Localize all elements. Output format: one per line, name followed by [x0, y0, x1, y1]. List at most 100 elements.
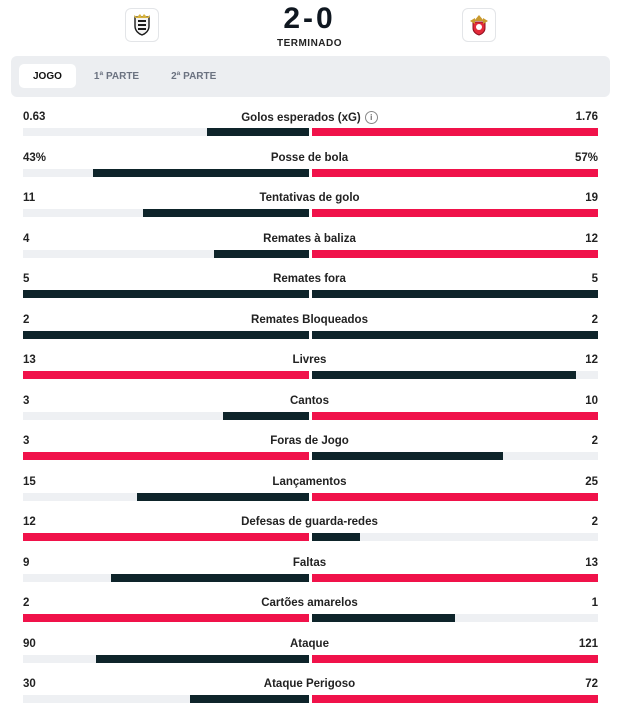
stat-label: Remates Bloqueados	[0, 314, 619, 326]
home-bar-track	[23, 695, 309, 703]
home-bar-track	[23, 371, 309, 379]
home-bar-track	[23, 330, 309, 339]
away-stat-bar	[312, 492, 598, 501]
stat-away-value: 2	[591, 435, 598, 447]
stat-label: Remates à baliza	[0, 233, 619, 245]
home-stat-bar	[23, 614, 309, 622]
stat-label-text: Posse de bola	[270, 151, 349, 164]
stat-label-text: Cartões amarelos	[261, 597, 358, 609]
away-bar-track	[312, 695, 598, 703]
away-stat-bar	[312, 695, 598, 703]
stat-home-value: 9	[23, 556, 30, 569]
away-stat-bar	[312, 330, 598, 339]
stat-row: 3 Cantos 10	[0, 394, 619, 435]
stat-away-value: 2	[591, 313, 598, 326]
home-team-crest[interactable]	[125, 8, 159, 42]
away-team-crest[interactable]	[462, 8, 496, 42]
tab-1a-parte[interactable]: 1ª PARTE	[93, 70, 140, 82]
stat-away-value: 72	[585, 678, 598, 690]
stat-label: Defesas de guarda-redes	[0, 516, 619, 528]
home-bar-track	[23, 533, 309, 541]
stat-label-text: Defesas de guarda-redes	[241, 516, 378, 528]
home-bar-track	[23, 492, 309, 501]
stat-label: Livres	[0, 354, 619, 366]
home-stat-bar	[111, 573, 309, 582]
stat-home-value: 30	[23, 678, 36, 690]
away-bar-track	[312, 533, 598, 541]
stat-label-text: Faltas	[292, 556, 327, 569]
stat-label: Remates fora	[0, 273, 619, 285]
away-bar-track	[312, 452, 598, 460]
stat-label-text: Golos esperados (xG)	[241, 111, 361, 124]
home-stat-bar	[213, 249, 309, 258]
away-stat-bar	[312, 249, 598, 258]
stat-label: Cantos	[0, 395, 619, 407]
stat-label: Posse de bola	[0, 152, 619, 164]
stat-home-value: 2	[23, 597, 30, 609]
stat-row: 3 Foras de Jogo 2	[0, 434, 619, 475]
stat-away-value: 12	[585, 232, 598, 245]
stat-label: Ataque	[0, 638, 619, 650]
away-stat-bar	[312, 128, 598, 136]
tab-2a-parte[interactable]: 2ª PARTE	[171, 70, 217, 82]
stat-row: 12 Defesas de guarda-redes 2	[0, 515, 619, 556]
away-bar-track	[312, 209, 598, 217]
period-tabs: JOGO 1ª PARTE 2ª PARTE	[11, 56, 610, 97]
away-bar-track	[312, 290, 598, 298]
match-header: 2-0 TERMINADO	[0, 0, 619, 54]
stat-label-text: Remates fora	[273, 273, 346, 285]
away-stat-bar	[312, 168, 598, 177]
benfica-crest-icon	[470, 15, 488, 36]
home-bar-track	[23, 168, 309, 177]
home-bar-track	[23, 452, 309, 460]
info-icon[interactable]: i	[364, 111, 378, 124]
away-bar-track	[312, 249, 598, 258]
home-stat-bar	[23, 452, 309, 460]
away-stat-bar	[312, 614, 455, 622]
stat-label: Golos esperados (xG) i	[0, 111, 619, 124]
stat-home-value: 13	[23, 354, 36, 366]
stat-label-text: Ataque Perigoso	[263, 678, 356, 690]
tab-jogo[interactable]: JOGO	[19, 64, 76, 88]
stat-home-value: 5	[23, 273, 30, 285]
stat-row: 90 Ataque 121	[0, 637, 619, 678]
stat-away-value: 2	[591, 516, 598, 528]
stat-away-value: 5	[591, 273, 598, 285]
away-bar-track	[312, 128, 598, 136]
away-stat-bar	[312, 654, 598, 663]
home-bar-track	[23, 654, 309, 663]
away-bar-track	[312, 492, 598, 501]
away-stat-bar	[312, 371, 576, 379]
stat-away-value: 25	[585, 475, 598, 488]
home-bar-track	[23, 411, 309, 420]
statistics-list: 0.63 Golos esperados (xG) i 1.76 43% Posse de…	[0, 110, 619, 718]
home-bar-track	[23, 614, 309, 622]
stat-row: 13 Livres 12	[0, 353, 619, 394]
home-stat-bar	[206, 128, 309, 136]
stat-away-value: 1	[591, 597, 598, 609]
stat-label-text: Cantos	[290, 394, 329, 407]
stat-home-value: 3	[23, 435, 30, 447]
stat-row: 5 Remates fora 5	[0, 272, 619, 313]
stat-away-value: 121	[578, 637, 598, 650]
stat-label-text: Tentativas de golo	[259, 192, 360, 204]
home-bar-track	[23, 249, 309, 258]
away-bar-track	[312, 614, 598, 622]
stat-label-text: Lançamentos	[272, 475, 347, 488]
stat-home-value: 43%	[23, 151, 47, 164]
stat-row: 15 Lançamentos 25	[0, 475, 619, 516]
away-stat-bar	[312, 411, 598, 420]
home-stat-bar	[23, 290, 309, 298]
stat-row: 0.63 Golos esperados (xG) i 1.76	[0, 110, 619, 151]
away-bar-track	[312, 654, 598, 663]
stat-away-value: 13	[585, 556, 598, 569]
match-status: TERMINADO	[276, 38, 343, 49]
stat-home-value: 90	[23, 637, 36, 650]
stat-label: Cartões amarelos	[0, 597, 619, 609]
away-bar-track	[312, 573, 598, 582]
home-stat-bar	[223, 411, 309, 420]
home-stat-bar	[137, 492, 309, 501]
stat-home-value: 0.63	[23, 111, 46, 123]
stat-label: Faltas	[0, 557, 619, 569]
stat-label: Ataque Perigoso	[0, 678, 619, 690]
